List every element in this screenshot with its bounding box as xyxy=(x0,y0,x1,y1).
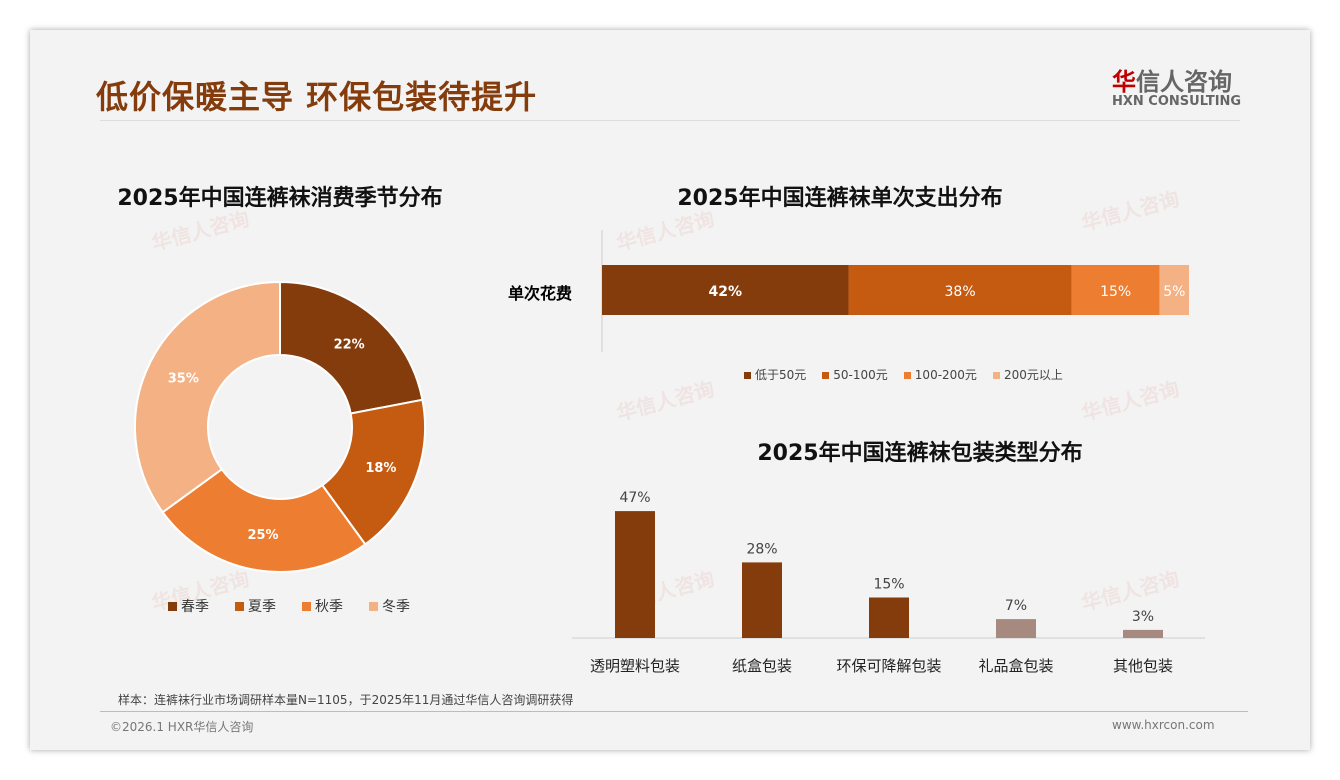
segment-label: 15% xyxy=(1100,284,1131,300)
logo-mark: 华 xyxy=(1112,68,1136,96)
spend-legend: 低于50元 50-100元 100-200元 200元以上 xyxy=(744,366,1063,383)
logo-text: 信人咨询 xyxy=(1136,68,1232,96)
x-tick-label: 透明塑料包装 xyxy=(590,657,680,675)
legend-item: 春季 xyxy=(168,596,209,616)
title-divider xyxy=(100,120,1240,121)
segment-label: 38% xyxy=(945,284,976,300)
sample-note: 样本：连裤袜行业市场调研样本量N=1105，于2025年11月通过华信人咨询调研… xyxy=(118,693,574,707)
bar-value-label: 7% xyxy=(1005,598,1027,614)
slide: 低价保暖主导 环保包装待提升 华信人咨询 HXN CONSULTING 华信人咨… xyxy=(30,30,1310,750)
x-tick-label: 其他包装 xyxy=(1113,657,1173,675)
bar-value-label: 47% xyxy=(619,490,650,506)
page-title: 低价保暖主导 环保包装待提升 xyxy=(96,78,538,116)
stacked-bar-segment xyxy=(848,265,1072,315)
x-tick-label: 纸盒包装 xyxy=(732,657,792,675)
stacked-bar-segment xyxy=(1071,265,1160,315)
copyright: ©2026.1 HXR华信人咨询 xyxy=(110,720,254,734)
spend-category-label: 单次花费 xyxy=(508,284,573,303)
segment-label: 5% xyxy=(1163,284,1185,300)
x-tick-label: 环保可降解包装 xyxy=(836,657,941,675)
package-chart-title: 2025年中国连裤袜包装类型分布 xyxy=(757,441,1083,466)
bar xyxy=(869,597,909,638)
footer-divider xyxy=(100,711,1248,712)
donut-slice xyxy=(134,280,281,514)
bar xyxy=(615,511,655,638)
stacked-bar-segment xyxy=(1159,265,1189,315)
slice-label: 35% xyxy=(168,372,199,387)
logo-en: HXN CONSULTING xyxy=(1112,94,1242,109)
logo: 华信人咨询 xyxy=(1112,62,1232,97)
bar-value-label: 28% xyxy=(746,541,777,557)
season-legend: 春季 夏季 秋季 冬季 xyxy=(168,596,410,616)
segment-label: 42% xyxy=(709,284,743,300)
slice-label: 25% xyxy=(247,528,278,543)
bar xyxy=(996,619,1036,638)
legend-item: 200元以上 xyxy=(992,366,1063,383)
charts-canvas: 22% 18% 25% 35% 42% 38% 15% 5% 47% 透明塑料包装 28% 纸盒包装 1… xyxy=(134,230,1205,675)
stacked-bar-segment xyxy=(602,265,849,315)
footer-url: www.hxrcon.com xyxy=(1112,718,1215,732)
legend-item: 秋季 xyxy=(302,596,343,616)
legend-item: 50-100元 xyxy=(822,366,888,383)
donut-slice xyxy=(279,280,424,415)
slice-label: 22% xyxy=(334,337,365,352)
bar xyxy=(742,562,782,638)
legend-item: 冬季 xyxy=(369,596,410,616)
x-tick-label: 礼品盒包装 xyxy=(978,657,1053,675)
legend-item: 低于50元 xyxy=(744,366,806,383)
donut-slice xyxy=(161,467,367,573)
bar-value-label: 15% xyxy=(873,577,904,593)
donut-slice xyxy=(320,398,426,546)
legend-item: 100-200元 xyxy=(903,366,977,383)
season-chart-title: 2025年中国连裤袜消费季节分布 xyxy=(117,186,443,211)
legend-item: 夏季 xyxy=(235,596,276,616)
bar-value-label: 3% xyxy=(1132,609,1154,625)
slice-label: 18% xyxy=(365,461,396,476)
bar xyxy=(1123,629,1163,638)
spend-chart-title: 2025年中国连裤袜单次支出分布 xyxy=(677,186,1003,211)
